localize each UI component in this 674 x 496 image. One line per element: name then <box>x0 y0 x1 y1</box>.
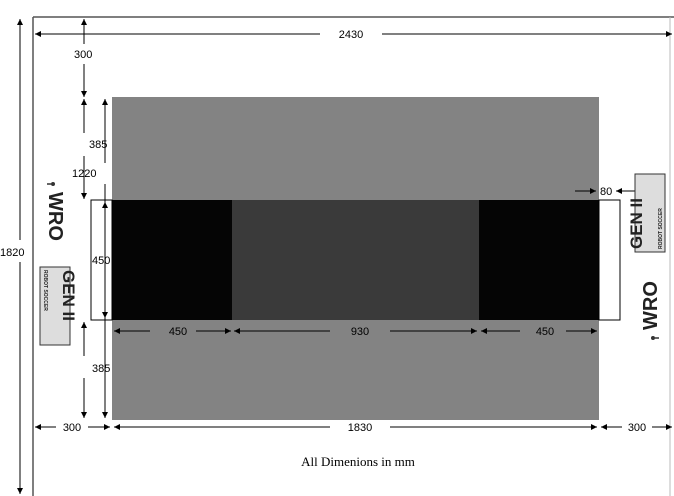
wro-logo-left: WRO <box>44 182 66 241</box>
dim-goal-depth: 80 <box>600 186 612 198</box>
field-upper-zone <box>112 97 599 200</box>
units-caption: All Dimenions in mm <box>301 454 415 469</box>
penalty-area-right <box>479 200 599 320</box>
wro-logo-right: WRO <box>640 281 662 340</box>
svg-text:GEN II: GEN II <box>59 270 78 321</box>
dim-total-width: 2430 <box>339 29 363 41</box>
field-lower-zone <box>112 320 599 420</box>
dim-left-margin: 300 <box>63 422 81 434</box>
dim-right-margin: 300 <box>628 422 646 434</box>
gen2-logo-right: GEN II ROBOT SOCCER <box>627 173 666 253</box>
dim-top-margin: 300 <box>74 49 92 61</box>
dim-lower-zone: 385 <box>92 363 110 375</box>
svg-text:ROBOT SOCCER: ROBOT SOCCER <box>42 270 48 311</box>
dim-upper-zone: 385 <box>89 139 107 151</box>
dim-total-height: 1820 <box>0 247 24 259</box>
dim-left-segment: 450 <box>169 326 187 338</box>
svg-text:WRO: WRO <box>44 192 66 241</box>
dim-center-band-height: 450 <box>92 255 110 267</box>
svg-text:GEN II: GEN II <box>627 198 646 249</box>
penalty-area-left <box>112 200 232 320</box>
center-band <box>232 200 479 320</box>
dim-center-segment: 930 <box>351 326 369 338</box>
goal-right <box>598 199 621 321</box>
dim-field-width: 1830 <box>348 422 372 434</box>
gen2-logo-left: GEN II ROBOT SOCCER <box>39 266 78 346</box>
svg-text:WRO: WRO <box>640 281 662 330</box>
svg-text:ROBOT SOCCER: ROBOT SOCCER <box>658 208 664 249</box>
dim-right-segment: 450 <box>536 326 554 338</box>
goal-left <box>90 199 113 321</box>
